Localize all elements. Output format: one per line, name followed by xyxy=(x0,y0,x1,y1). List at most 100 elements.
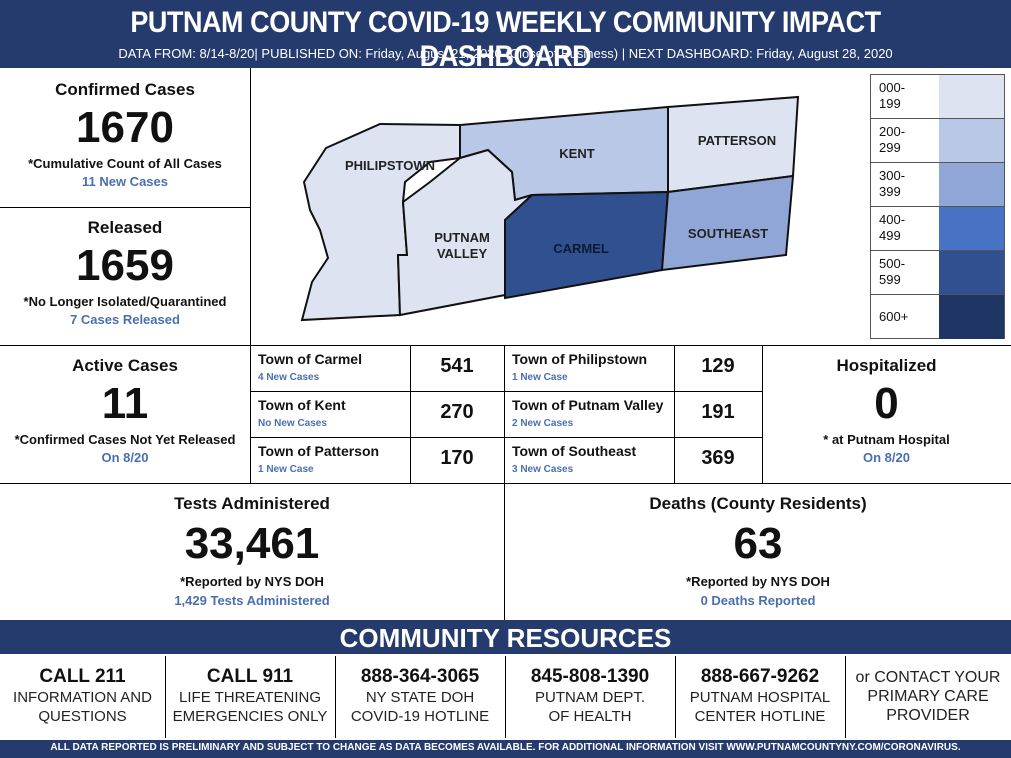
resource-putnam-hospital-hotline: 888-667-9262 PUTNAM HOSPITAL CENTER HOTL… xyxy=(675,660,845,738)
resource-call-211: CALL 211 INFORMATION AND QUESTIONS xyxy=(0,660,165,738)
legend-swatch xyxy=(939,119,1004,162)
released-note: *No Longer Isolated/Quarantined xyxy=(23,294,227,309)
town-name: Town of Southeast xyxy=(512,443,637,459)
released-value: 1659 xyxy=(76,241,174,290)
town-name: Town of Carmel xyxy=(258,351,362,367)
resource-desc: INFORMATION AND xyxy=(13,689,152,706)
legend-row: 400- 499 xyxy=(871,207,1004,251)
active-label: Active Cases xyxy=(72,356,178,375)
legend-swatch xyxy=(939,75,1004,118)
town-count: 170 xyxy=(440,447,474,469)
resource-desc: OF HEALTH xyxy=(548,708,632,725)
deaths-label: Deaths (County Residents) xyxy=(649,494,867,513)
town-count: 191 xyxy=(701,401,735,423)
resource-heading[interactable]: 888-364-3065 xyxy=(360,666,480,687)
divider xyxy=(504,345,505,620)
resource-desc: COVID-19 HOTLINE xyxy=(350,708,490,725)
town-new-cases: 1 New Case xyxy=(258,464,314,475)
hospitalized-panel: Hospitalized 0 * at Putnam Hospital On 8… xyxy=(762,356,1011,465)
map-label-philipstown: PHILIPSTOWN xyxy=(345,158,435,173)
town-name: Town of Patterson xyxy=(258,443,380,459)
map-town-southeast xyxy=(660,174,795,272)
town-name: Town of Putnam Valley xyxy=(512,397,664,413)
town-count: 369 xyxy=(701,447,735,469)
released-panel: Released 1659 *No Longer Isolated/Quaran… xyxy=(0,218,250,327)
deaths-panel: Deaths (County Residents) 63 *Reported b… xyxy=(505,494,1011,608)
resource-desc: PUTNAM DEPT. xyxy=(534,689,645,706)
legend-swatch xyxy=(939,295,1004,339)
divider xyxy=(410,345,411,483)
legend-range: 200- xyxy=(879,124,906,139)
legend-range: 500- xyxy=(879,256,906,271)
confirmed-cases-panel: Confirmed Cases 1670 *Cumulative Count o… xyxy=(0,80,250,189)
map-town-carmel xyxy=(504,190,670,300)
footer-text: ALL DATA REPORTED IS PRELIMINARY AND SUB… xyxy=(50,742,961,753)
legend-swatch xyxy=(939,251,1004,294)
town-count: 129 xyxy=(701,355,735,377)
resource-heading[interactable]: 888-667-9262 xyxy=(700,666,820,687)
legend-row: 000- 199 xyxy=(871,75,1004,119)
map-label-putnam: PUTNAM xyxy=(434,230,490,245)
legend-row: 300- 399 xyxy=(871,163,1004,207)
active-cases-panel: Active Cases 11 *Confirmed Cases Not Yet… xyxy=(0,356,250,465)
divider xyxy=(250,345,251,483)
resource-heading[interactable]: CALL 211 xyxy=(39,666,126,687)
map-label-carmel: CARMEL xyxy=(553,241,609,256)
deaths-note: *Reported by NYS DOH xyxy=(686,574,830,589)
map-label-southeast: SOUTHEAST xyxy=(688,226,768,241)
hospitalized-detail: On 8/20 xyxy=(863,450,910,465)
hospitalized-value: 0 xyxy=(874,379,899,428)
resource-primary-care: or CONTACT YOUR PRIMARY CARE PROVIDER xyxy=(845,660,1011,738)
active-value: 11 xyxy=(101,379,149,428)
resource-heading[interactable]: CALL 911 xyxy=(206,666,294,687)
deaths-detail: 0 Deaths Reported xyxy=(700,593,816,608)
resource-desc: CENTER HOTLINE xyxy=(694,708,826,725)
town-new-cases: 3 New Cases xyxy=(512,464,574,475)
resource-call-911: CALL 911 LIFE THREATENING EMERGENCIES ON… xyxy=(165,660,335,738)
divider xyxy=(0,345,1011,346)
resource-desc: PROVIDER xyxy=(886,707,970,724)
legend-range: 000- xyxy=(879,80,906,95)
hospitalized-note: * at Putnam Hospital xyxy=(823,432,950,447)
resource-desc: PRIMARY CARE xyxy=(867,688,989,705)
legend-row: 200- 299 xyxy=(871,119,1004,163)
resource-desc: QUESTIONS xyxy=(38,708,127,725)
deaths-value: 63 xyxy=(733,519,783,568)
resource-desc: or CONTACT YOUR xyxy=(855,669,1001,686)
divider xyxy=(0,483,1011,484)
town-count: 541 xyxy=(440,355,474,377)
resource-heading[interactable]: 845-808-1390 xyxy=(530,666,650,687)
confirmed-value: 1670 xyxy=(76,103,174,152)
county-map: PHILIPSTOWN KENT PATTERSON PUTNAM VALLEY… xyxy=(300,95,800,322)
released-detail: 7 Cases Released xyxy=(70,312,180,327)
town-new-cases: 1 New Case xyxy=(512,372,568,383)
resource-desc: PUTNAM HOSPITAL xyxy=(689,689,831,706)
tests-value: 33,461 xyxy=(184,519,320,568)
tests-note: *Reported by NYS DOH xyxy=(180,574,324,589)
divider xyxy=(762,345,763,483)
dashboard-header: PUTNAM COUNTY COVID-19 WEEKLY COMMUNITY … xyxy=(0,0,1011,73)
legend-range: 499 xyxy=(879,228,901,243)
map-legend: 000- 199 200- 299 300- 399 400- 499 500- 599 … xyxy=(870,74,1005,339)
active-note: *Confirmed Cases Not Yet Released xyxy=(14,432,236,447)
active-detail: On 8/20 xyxy=(101,450,149,465)
legend-swatch xyxy=(939,163,1004,206)
town-name: Town of Philipstown xyxy=(512,351,648,367)
town-count: 270 xyxy=(440,401,474,423)
confirmed-note: *Cumulative Count of All Cases xyxy=(28,156,222,171)
town-new-cases: No New Cases xyxy=(258,418,327,429)
resource-desc: EMERGENCIES ONLY xyxy=(172,708,328,725)
divider xyxy=(505,656,506,738)
map-label-valley: VALLEY xyxy=(437,246,488,261)
map-label-patterson: PATTERSON xyxy=(698,133,776,148)
resource-desc: LIFE THREATENING xyxy=(179,689,321,706)
legend-range: 399 xyxy=(879,184,901,199)
legend-row: 500- 599 xyxy=(871,251,1004,295)
legend-range: 599 xyxy=(879,272,901,287)
resource-nys-doh-hotline: 888-364-3065 NY STATE DOH COVID-19 HOTLI… xyxy=(335,660,505,738)
town-new-cases: 4 New Cases xyxy=(258,372,320,383)
legend-range: 300- xyxy=(879,168,906,183)
divider xyxy=(335,656,336,738)
tests-label: Tests Administered xyxy=(174,494,330,513)
tests-detail: 1,429 Tests Administered xyxy=(174,593,330,608)
